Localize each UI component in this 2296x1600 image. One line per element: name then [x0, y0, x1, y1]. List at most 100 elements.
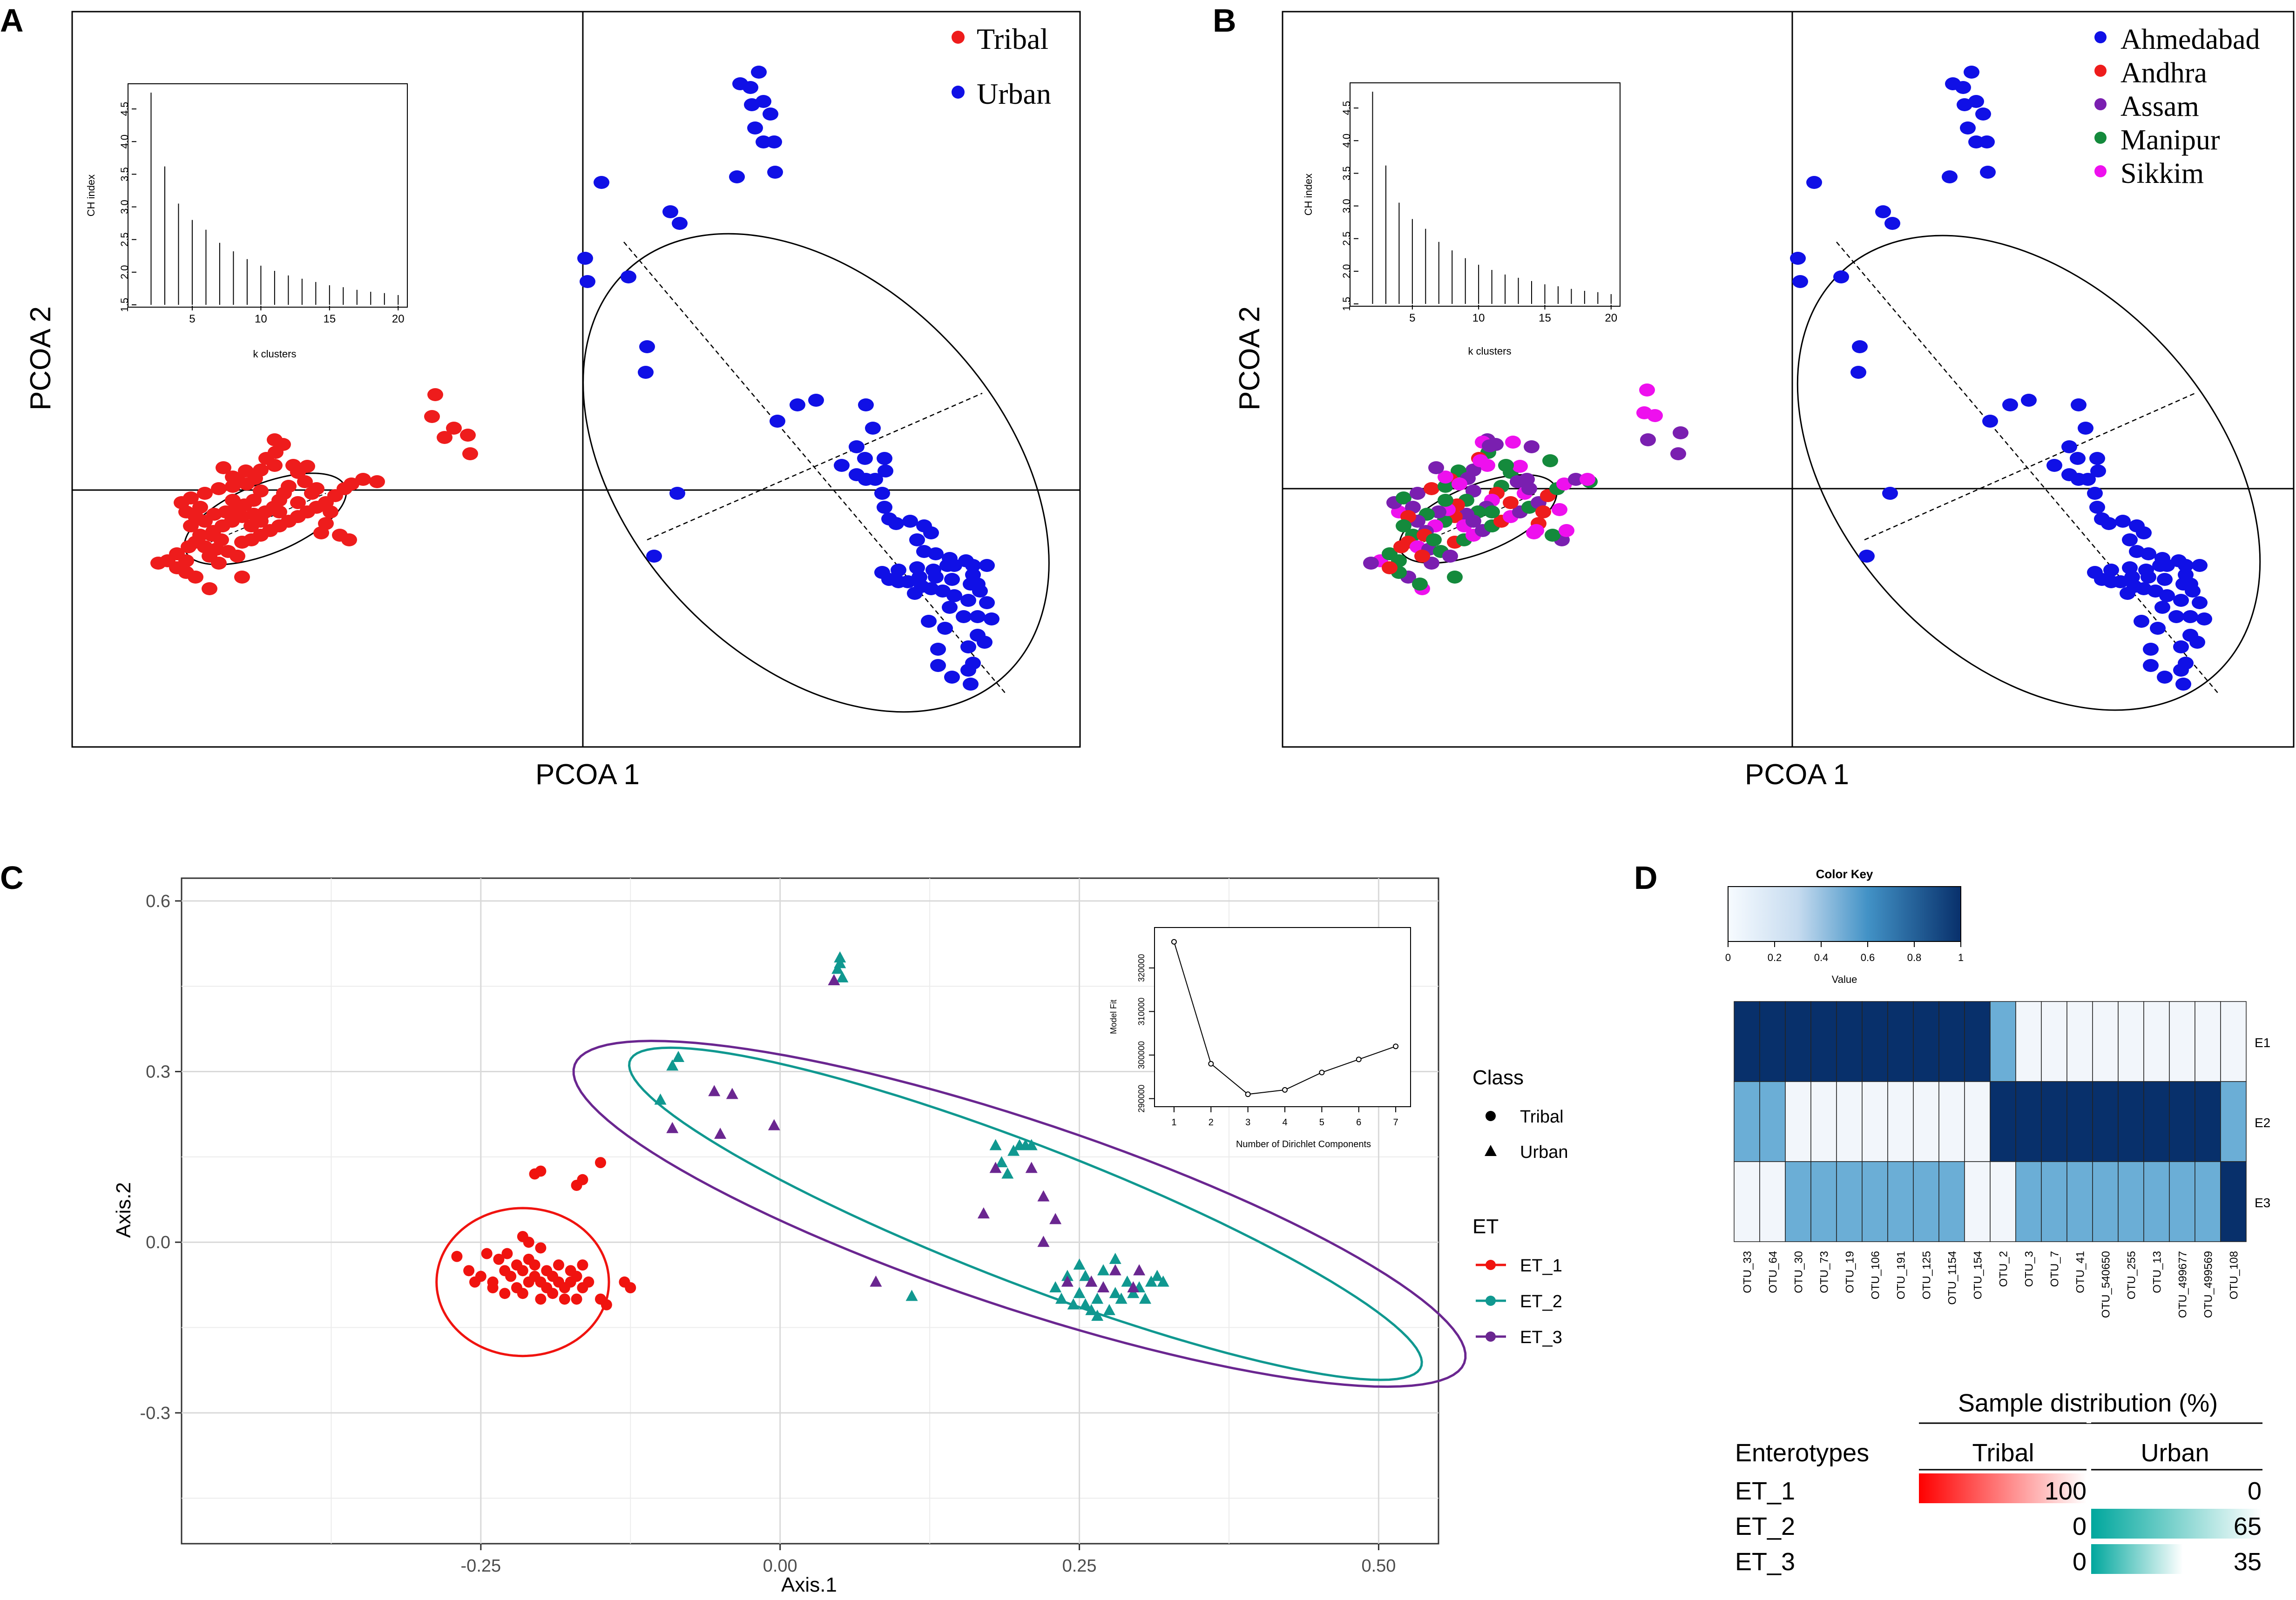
heatmap-col-label: OTU_255	[2126, 1251, 2138, 1299]
heatmap-col-label: OTU_19	[1844, 1251, 1857, 1293]
tribal-point	[181, 540, 196, 553]
tribal-point	[230, 550, 245, 563]
inset-xtick-label: 20	[1605, 312, 1617, 324]
point-et_1	[451, 1250, 463, 1262]
inset-xtick-label: 20	[392, 313, 405, 325]
table-row-label: ET_2	[1735, 1513, 1795, 1540]
color-key-xlabel: Value	[1832, 974, 1857, 985]
legend-label-tribal-c: Tribal	[1520, 1107, 1564, 1127]
point-et_3	[708, 1085, 721, 1096]
heatmap-cell	[1887, 1161, 1914, 1242]
ahmedabad-point	[1982, 415, 1998, 428]
point-et_1	[487, 1282, 499, 1293]
sikkim-point	[1640, 433, 1656, 446]
urban-point	[907, 587, 923, 600]
legend-c: Class Tribal Urban ET ET_1 ET_2 ET_3	[1472, 1066, 1568, 1347]
ahmedabad-point	[1806, 176, 1822, 189]
urban-point	[930, 643, 946, 656]
point-et_2	[831, 962, 844, 974]
color-key-bar	[1728, 886, 1961, 942]
urban-point	[743, 81, 758, 94]
inset-ytick-label: 4.0	[119, 134, 130, 149]
tribal-point	[202, 582, 217, 595]
point-et_3	[1061, 1275, 1074, 1287]
table-row-label: ET_1	[1735, 1477, 1795, 1505]
ahmedabad-point	[2103, 564, 2119, 577]
point-et_2	[1097, 1264, 1109, 1276]
ahmedabad-point	[2152, 559, 2168, 572]
urban-point	[638, 366, 654, 379]
ahmedabad-point	[2192, 596, 2208, 609]
urban-point	[767, 166, 783, 179]
point-et_3	[1133, 1264, 1146, 1276]
tribal-point	[202, 550, 217, 563]
urban-point	[878, 464, 893, 477]
heatmap-cell	[1810, 1161, 1837, 1242]
point-et_2	[1091, 1310, 1104, 1321]
point-et_2	[1127, 1287, 1140, 1298]
urban-point	[639, 340, 655, 353]
inset-xtick-label: 5	[1409, 312, 1415, 324]
heatmap-col-label: OTU_2	[1998, 1251, 2010, 1287]
point-et_1	[469, 1276, 480, 1288]
color-key-tick-label: 0.6	[1861, 952, 1875, 963]
ytick-label: -0.3	[140, 1404, 170, 1423]
ahmedabad-point	[2178, 559, 2194, 572]
point-et_2	[1073, 1258, 1086, 1270]
legend-label-sikkim: Sikkim	[2120, 158, 2204, 189]
point-et_3	[828, 974, 840, 985]
heatmap-cell	[2195, 1001, 2221, 1082]
panel-c: C -0.25 0.00 0.25 0.50 0.6 0.3 0.0 -0.3 1 2 3 4 5 6 7…	[0, 860, 1568, 1596]
tribal-point	[1396, 519, 1411, 532]
ahmedabad-point	[2070, 452, 2086, 465]
urban-point	[979, 559, 995, 572]
legend-dot-ahmedabad	[2094, 31, 2107, 43]
inset-ytick-label: 320000	[1137, 954, 1146, 982]
ahmedabad-point	[2173, 664, 2189, 677]
point-et_2	[1067, 1298, 1080, 1310]
color-key-tick-label: 0.8	[1907, 952, 1922, 963]
tribal-point	[211, 482, 227, 495]
heatmap-cell	[2015, 1081, 2042, 1162]
urban-point	[744, 98, 760, 111]
legend-a: Tribal Urban	[952, 22, 1051, 110]
tribal-point	[1542, 454, 1558, 467]
ahmedabad-point	[2101, 517, 2117, 530]
point-et_1	[463, 1265, 475, 1277]
point-et_3	[989, 1162, 1002, 1173]
ahmedabad-point	[2189, 636, 2205, 649]
point-et_2	[1049, 1281, 1062, 1292]
tribal-point	[1438, 480, 1453, 493]
tribal-point	[197, 487, 213, 500]
table-row-label: ET_3	[1735, 1548, 1795, 1576]
inset-xlabel-a: k clusters	[253, 348, 297, 360]
urban-point	[672, 217, 688, 230]
tribal-point	[1519, 473, 1535, 486]
heatmap-cell	[2092, 1001, 2119, 1082]
heatmap-cell	[2143, 1001, 2170, 1082]
ahmedabad-point	[2061, 440, 2077, 453]
heatmap-cell	[2066, 1001, 2093, 1082]
tribal-point	[369, 475, 385, 488]
heatmap-col-label: OTU_33	[1742, 1251, 1754, 1293]
heatmap-cell	[2118, 1161, 2144, 1242]
urban-point	[944, 573, 960, 586]
ahmedabad-point	[1792, 275, 1808, 288]
inset-ytick-label: 2.5	[119, 232, 130, 247]
tribal-point	[253, 515, 269, 528]
ahmedabad-point	[2143, 659, 2159, 672]
heatmap-cell	[1990, 1001, 2016, 1082]
tribal-point	[1465, 484, 1481, 497]
urban-ellipse-b	[1796, 235, 2261, 711]
point-et_3	[1085, 1275, 1098, 1287]
urban-point	[921, 615, 937, 628]
ahmedabad-point	[1957, 98, 1972, 111]
point-et_1	[547, 1288, 559, 1299]
legend-marker-tribal-c	[1486, 1111, 1496, 1121]
ahmedabad-point	[1980, 166, 1996, 179]
point-et_2	[1079, 1270, 1092, 1281]
inset-model-fit: 1 2 3 4 5 6 7 290000 300000 310000 320000 Number o…	[1109, 927, 1411, 1150]
legend-label-urban-a: Urban	[977, 77, 1051, 110]
point-et_1	[625, 1282, 636, 1293]
tribal-point	[267, 459, 283, 472]
